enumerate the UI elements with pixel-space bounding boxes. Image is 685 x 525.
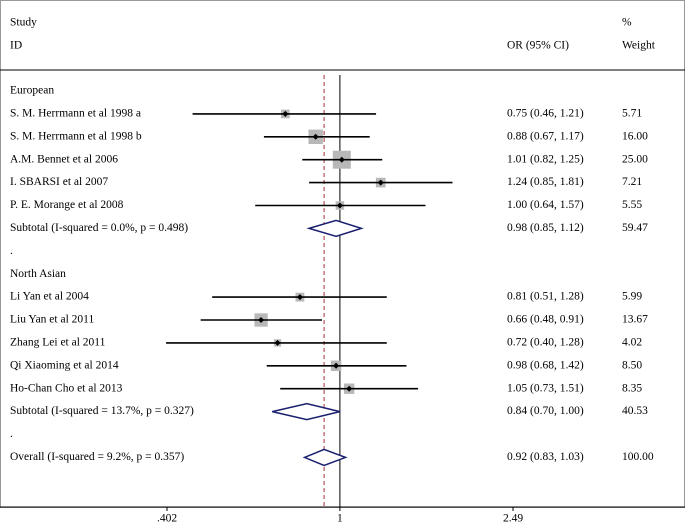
ci-label: 1.01 (0.82, 1.25) [507,153,584,165]
row-label: Li Yan et al 2004 [10,291,89,303]
row-label: Zhang Lei et al 2011 [10,337,106,349]
point-estimate [296,294,303,301]
row-label: P. E. Morange et al 2008 [10,199,124,211]
ci-label: 1.05 (0.73, 1.51) [507,382,584,394]
weight-label: 8.35 [622,382,642,394]
row-label: S. M. Herrmann et al 1998 b [10,130,142,142]
ci-label: 0.98 (0.85, 1.12) [507,222,584,234]
weight-label: 40.53 [622,405,648,417]
ci-label: 1.00 (0.64, 1.57) [507,199,584,211]
row-label: Subtotal (I-squared = 0.0%, p = 0.498) [10,222,188,234]
point-estimate [346,385,353,392]
header-ci: OR (95% CI) [507,40,569,52]
ci-label: 0.81 (0.51, 1.28) [507,291,584,303]
point-estimate [282,110,289,117]
ci-label: 0.72 (0.40, 1.28) [507,337,584,349]
point-estimate [338,156,345,163]
pooled-diamond [306,219,364,238]
row-label: . [10,428,13,440]
point-estimate [333,362,340,369]
header-id: ID [10,40,22,52]
pooled-diamond [302,448,348,467]
weight-label: 100.00 [622,451,654,463]
row-label: A.M. Bennet et al 2006 [10,153,118,165]
ci-label: 0.92 (0.83, 1.03) [507,451,584,463]
row-label: Subtotal (I-squared = 13.7%, p = 0.327) [10,405,194,417]
weight-label: 25.00 [622,153,648,165]
x-tick-label: 1 [337,513,343,525]
frame [0,0,685,508]
header-study: Study [10,17,37,29]
weight-label: 13.67 [622,314,648,326]
ci-label: 1.24 (0.85, 1.81) [507,176,584,188]
row-label: Ho-Chan Cho et al 2013 [10,382,123,394]
ci-label: 0.88 (0.67, 1.17) [507,130,584,142]
row-label: . [10,245,13,257]
x-tick-label: 2.49 [503,513,523,525]
row-label: North Asian [10,268,66,280]
point-estimate [377,179,384,186]
ci-label: 0.84 (0.70, 1.00) [507,405,584,417]
weight-label: 7.21 [622,176,642,188]
header-pct: % [622,17,632,29]
weight-label: 5.71 [622,108,642,120]
point-estimate [312,133,319,140]
row-label: I. SBARSI et al 2007 [10,176,108,188]
row-label: European [10,85,54,97]
ci-label: 0.75 (0.46, 1.21) [507,108,584,120]
row-label: S. M. Herrmann et al 1998 a [10,108,141,120]
weight-label: 16.00 [622,130,648,142]
point-estimate [258,317,265,323]
ci-label: 0.98 (0.68, 1.42) [507,359,584,371]
ci-label: 0.66 (0.48, 0.91) [507,314,584,326]
weight-label: 59.47 [622,222,648,234]
point-estimate [274,339,281,346]
weight-label: 8.50 [622,359,642,371]
x-tick-label: .402 [157,513,177,525]
point-estimate [336,202,343,209]
weight-label: 5.99 [622,291,642,303]
row-label: Overall (I-squared = 9.2%, p = 0.357) [10,451,184,463]
row-label: Liu Yan et al 2011 [10,314,94,326]
pooled-diamond [272,402,341,421]
weight-label: 4.02 [622,337,642,349]
row-label: Qi Xiaoming et al 2014 [10,359,119,371]
weight-label: 5.55 [622,199,642,211]
header-weight: Weight [622,40,656,52]
